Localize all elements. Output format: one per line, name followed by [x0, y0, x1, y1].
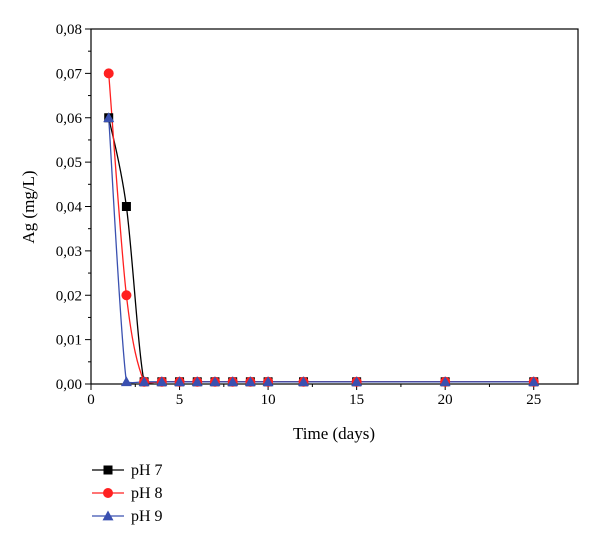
data-point-ph9: [528, 376, 540, 387]
plot-frame: [90, 28, 579, 385]
y-tick-label: 0,05: [56, 155, 82, 171]
legend-label-ph7: pH 7: [131, 462, 163, 479]
data-point-ph9: [138, 376, 150, 387]
data-point-ph9: [191, 376, 203, 387]
data-point-ph9: [351, 376, 363, 387]
y-tick-label: 0,01: [56, 333, 82, 349]
plot-area: [90, 28, 579, 385]
series-markers: [103, 68, 540, 387]
x-tick-label: 15: [349, 392, 364, 408]
legend-marker-ph8: [103, 488, 113, 498]
data-point-ph9: [227, 376, 239, 387]
data-point-ph8: [121, 290, 132, 301]
data-point-ph9: [262, 376, 274, 387]
legend-label-ph8: pH 8: [131, 485, 163, 502]
data-point-ph8: [103, 68, 114, 79]
series-line-ph8: [108, 73, 534, 384]
legend-marker-ph7: [103, 465, 113, 475]
x-axis-title: Time (days): [293, 424, 375, 443]
y-tick-label: 0,04: [56, 200, 83, 216]
series-line-ph9: [108, 117, 534, 384]
data-point-ph9: [244, 376, 256, 387]
series-line-ph7: [108, 117, 534, 384]
data-point-ph9: [174, 376, 186, 387]
x-tick-label: 10: [261, 392, 276, 408]
data-point-ph9: [209, 376, 221, 387]
data-point-ph9: [103, 112, 115, 123]
series-lines: [108, 73, 534, 384]
data-point-ph9: [120, 376, 132, 387]
y-tick-label: 0,03: [56, 244, 82, 260]
x-tick-label: 0: [87, 392, 95, 408]
x-tick-label: 5: [176, 392, 184, 408]
legend: pH 7 pH 8 pH 9: [92, 462, 163, 525]
y-tick-label: 0,07: [56, 66, 83, 82]
y-axis-title: Ag (mg/L): [19, 170, 38, 243]
y-tick-label: 0,02: [56, 288, 82, 304]
x-tick-label: 20: [438, 392, 453, 408]
legend-marker-ph9: [102, 510, 114, 521]
data-point-ph9: [298, 376, 310, 387]
y-tick-label: 0,08: [56, 22, 82, 38]
y-tick-label: 0,06: [56, 111, 83, 127]
x-tick-label: 25: [526, 392, 541, 408]
data-point-ph9: [156, 376, 168, 387]
y-tick-label: 0,00: [56, 377, 82, 393]
data-point-ph7: [121, 202, 131, 211]
data-point-ph9: [439, 376, 451, 387]
legend-label-ph9: pH 9: [131, 508, 163, 525]
axis-ticks: 0 5 10 15 20 25 0,00 0,01 0,02 0,03 0,04 0,05 0,06 0,…: [56, 22, 541, 408]
